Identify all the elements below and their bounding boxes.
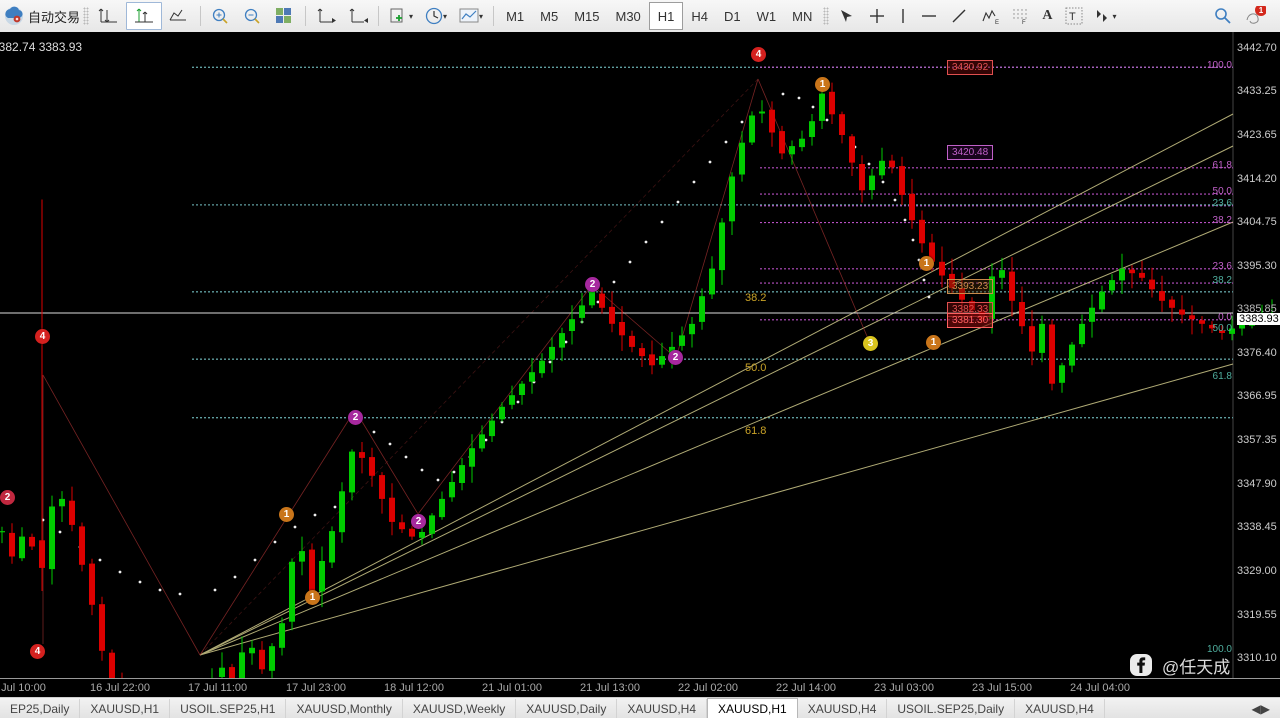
svg-text:F: F [1022, 20, 1026, 24]
svg-text:1: 1 [1259, 6, 1264, 15]
svg-text:T: T [1069, 11, 1076, 23]
svg-text:E: E [995, 20, 999, 25]
